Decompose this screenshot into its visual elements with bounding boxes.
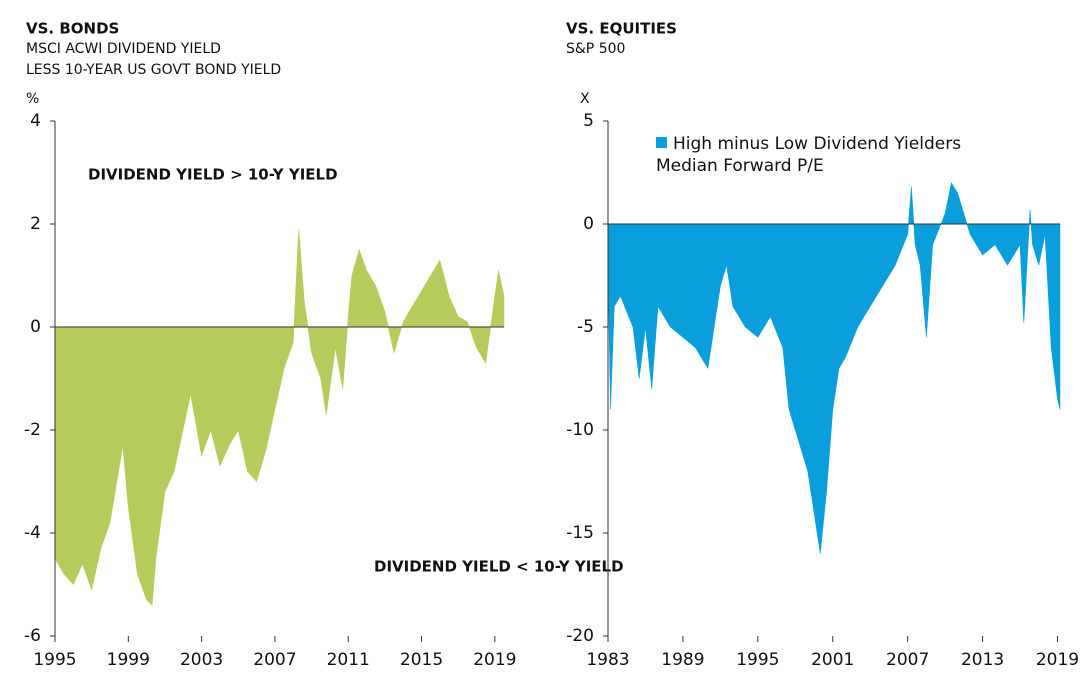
area — [54, 229, 505, 606]
x-tick-label: 1983 — [586, 650, 629, 670]
y-tick-label: -2 — [24, 420, 41, 440]
subtitle: MSCI ACWI DIVIDEND YIELD — [26, 41, 221, 57]
x-tick-label: 2015 — [400, 650, 443, 670]
y-tick-label: -5 — [577, 317, 594, 337]
x-tick-label: 1995 — [736, 650, 779, 670]
x-tick-label: 2007 — [886, 650, 929, 670]
chart-title: VS. BONDS — [26, 20, 119, 38]
x-tick-label: 1989 — [661, 650, 704, 670]
y-tick-label: 0 — [30, 317, 41, 337]
x-tick-label: 2019 — [473, 650, 516, 670]
subtitle: S&P 500 — [566, 41, 625, 57]
axis-unit: X — [580, 91, 590, 107]
y-tick-label: 0 — [583, 214, 594, 234]
x-tick-label: 2007 — [253, 650, 296, 670]
y-tick-label: -6 — [24, 626, 41, 646]
x-tick-label: 2013 — [961, 650, 1004, 670]
y-tick-label: -10 — [566, 420, 594, 440]
axis-unit: % — [26, 91, 39, 107]
y-tick-label: -4 — [24, 523, 41, 543]
y-tick-label: 5 — [583, 111, 594, 131]
x-tick-label: 2001 — [811, 650, 854, 670]
y-tick-label: 4 — [30, 111, 41, 131]
x-tick-label: 1999 — [107, 650, 150, 670]
legend-label: High minus Low Dividend Yielders Median … — [656, 134, 962, 176]
annotation: DIVIDEND YIELD < 10-Y YIELD — [374, 558, 624, 576]
x-tick-label: 1995 — [33, 650, 76, 670]
y-tick-label: -15 — [566, 523, 594, 543]
x-tick-label: 2011 — [327, 650, 370, 670]
chart-title: VS. EQUITIES — [566, 20, 677, 38]
annotation: DIVIDEND YIELD > 10-Y YIELD — [88, 166, 338, 184]
y-tick-label: -20 — [566, 626, 594, 646]
y-tick-label: 2 — [30, 214, 41, 234]
subtitle: LESS 10-YEAR US GOVT BOND YIELD — [26, 62, 281, 78]
x-tick-label: 2019 — [1036, 650, 1079, 670]
x-tick-label: 2003 — [180, 650, 223, 670]
legend-swatch — [656, 137, 667, 148]
legend: High minus Low Dividend Yielders Median … — [656, 133, 986, 177]
area — [607, 181, 1061, 554]
